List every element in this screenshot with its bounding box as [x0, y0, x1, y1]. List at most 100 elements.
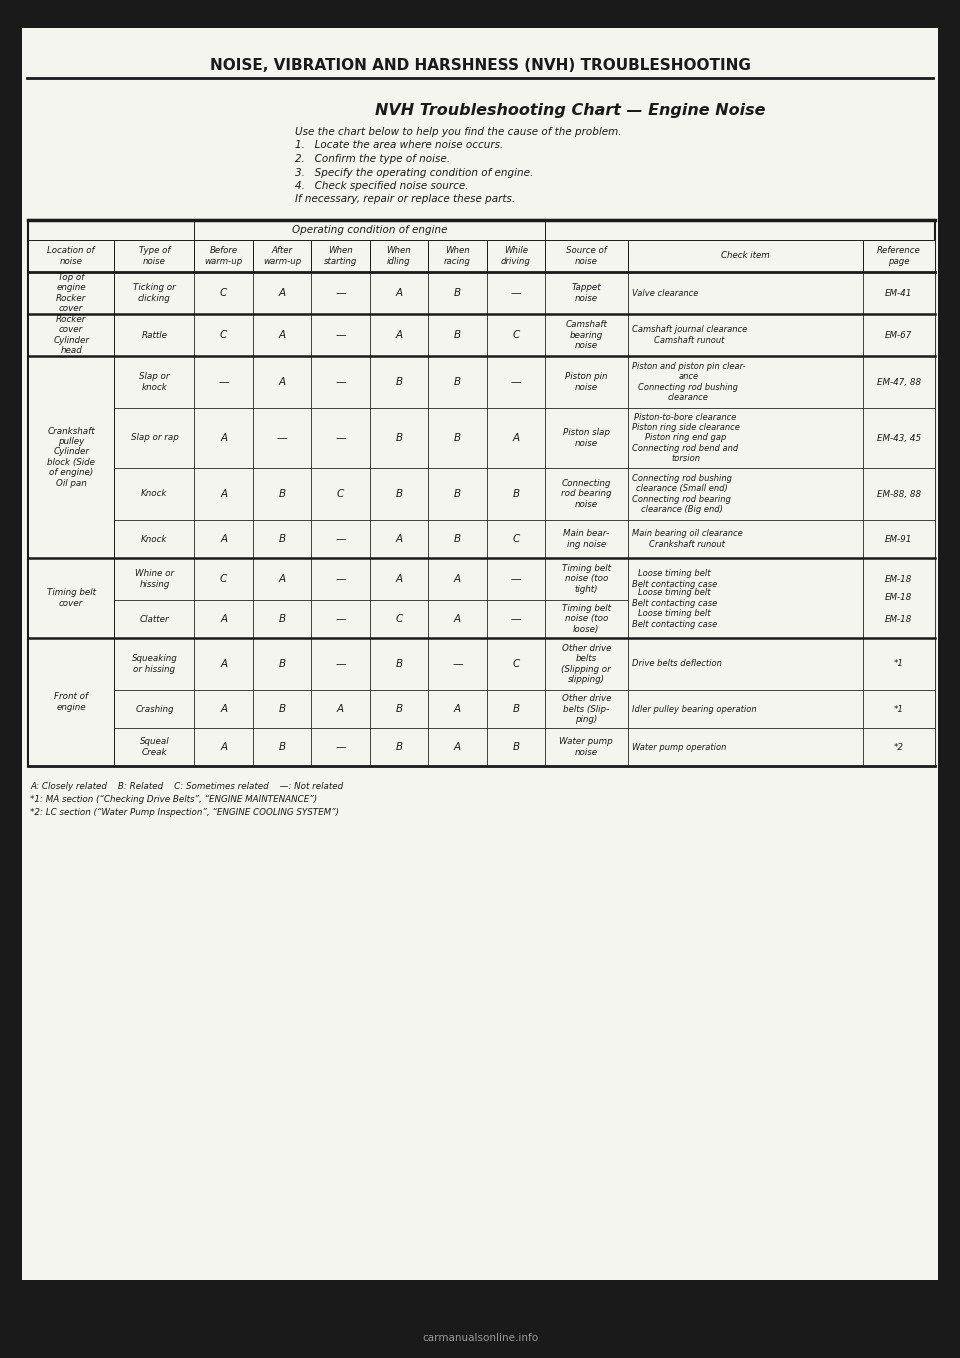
Text: B: B [396, 433, 402, 443]
Bar [428, 600, 487, 638]
Bar [628, 558, 863, 638]
Bar [311, 407, 370, 469]
Bar [863, 314, 935, 356]
Bar [628, 356, 863, 407]
Text: When
idling: When idling [387, 246, 411, 266]
Bar [311, 638, 370, 690]
Text: —: — [511, 288, 521, 297]
Text: B: B [396, 489, 402, 498]
Text: *1: MA section (“Checking Drive Belts”, “ENGINE MAINTENANCE”): *1: MA section (“Checking Drive Belts”, … [30, 794, 317, 804]
Text: Slap or rap: Slap or rap [131, 433, 179, 443]
Text: Type of
noise: Type of noise [138, 246, 170, 266]
Bar [428, 356, 487, 407]
Text: —: — [335, 378, 346, 387]
Text: Main bear-
ing noise: Main bear- ing noise [564, 530, 610, 549]
Text: B: B [278, 703, 286, 714]
Text: Rocker
cover
Cylinder
head: Rocker cover Cylinder head [53, 315, 89, 354]
Bar [28, 407, 114, 469]
Bar [428, 469, 487, 520]
Text: Slap or
knock: Slap or knock [139, 372, 170, 391]
Bar [311, 600, 370, 638]
Bar [114, 407, 195, 469]
Bar [545, 356, 628, 407]
Text: Squeaking
or hissing: Squeaking or hissing [132, 655, 178, 674]
Text: Tappet
noise: Tappet noise [571, 284, 601, 303]
Text: A: A [278, 288, 286, 297]
Text: Front of
engine: Front of engine [54, 693, 88, 712]
Text: Loose timing belt
Belt contacting case: Loose timing belt Belt contacting case [632, 569, 717, 589]
Text: A: A [454, 741, 461, 752]
Bar [114, 469, 195, 520]
Text: Piston-to-bore clearance
Piston ring side clearance
Piston ring end gap
Connecti: Piston-to-bore clearance Piston ring sid… [632, 413, 739, 463]
Bar [487, 638, 545, 690]
Bar [28, 690, 114, 728]
Text: Before
warm-up: Before warm-up [204, 246, 243, 266]
Text: —: — [335, 534, 346, 545]
Bar [428, 314, 487, 356]
Text: B: B [454, 378, 461, 387]
Bar [28, 600, 114, 638]
Text: Loose timing belt
Belt contacting case: Loose timing belt Belt contacting case [632, 588, 717, 607]
Text: A: Closely related    B: Related    C: Sometimes related    —: Not related: A: Closely related B: Related C: Sometim… [30, 782, 343, 790]
Bar [114, 240, 195, 272]
Text: B: B [396, 703, 402, 714]
Bar [28, 638, 114, 766]
Text: A: A [278, 574, 286, 584]
Text: C: C [220, 574, 228, 584]
Bar [545, 314, 628, 356]
Text: Connecting
rod bearing
noise: Connecting rod bearing noise [561, 479, 612, 509]
Text: A: A [278, 378, 286, 387]
Bar [370, 600, 428, 638]
Text: A: A [454, 574, 461, 584]
Text: *1: *1 [894, 705, 903, 713]
Text: NOISE, VIBRATION AND HARSHNESS (NVH) TROUBLESHOOTING: NOISE, VIBRATION AND HARSHNESS (NVH) TRO… [209, 57, 751, 72]
Bar [545, 407, 628, 469]
Bar [114, 638, 195, 690]
Text: EM-6: EM-6 [461, 1302, 499, 1317]
Bar [114, 558, 195, 600]
Bar [628, 728, 863, 766]
Text: —: — [335, 574, 346, 584]
Bar [428, 558, 487, 600]
Text: B: B [278, 659, 286, 669]
Text: Crankshaft
pulley
Cylinder
block (Side
of engine)
Oil pan: Crankshaft pulley Cylinder block (Side o… [47, 426, 95, 488]
Text: B: B [396, 378, 402, 387]
Text: Crashing: Crashing [135, 705, 174, 713]
Text: A: A [220, 433, 228, 443]
Bar [28, 272, 114, 314]
Bar [311, 314, 370, 356]
Text: B: B [278, 489, 286, 498]
Text: Camshaft
bearing
noise: Camshaft bearing noise [565, 320, 608, 350]
Bar [863, 728, 935, 766]
Bar [252, 558, 311, 600]
Text: Piston pin
noise: Piston pin noise [565, 372, 608, 391]
Bar [545, 469, 628, 520]
Bar [487, 600, 545, 638]
Text: Piston and piston pin clear-
ance
Connecting rod bushing
clearance: Piston and piston pin clear- ance Connec… [632, 361, 745, 402]
Bar [195, 558, 252, 600]
Bar [863, 520, 935, 558]
Text: A: A [220, 614, 228, 623]
Bar [628, 558, 863, 600]
Bar [487, 272, 545, 314]
Text: B: B [454, 433, 461, 443]
Text: Timing belt
cover: Timing belt cover [47, 588, 96, 607]
Text: Reference
page: Reference page [876, 246, 921, 266]
Text: B: B [513, 741, 519, 752]
Bar [863, 558, 935, 638]
Bar [28, 638, 114, 690]
Text: C: C [513, 659, 519, 669]
Bar [114, 520, 195, 558]
Text: B: B [278, 741, 286, 752]
Bar [28, 220, 935, 766]
Bar [370, 240, 428, 272]
Bar [370, 728, 428, 766]
Bar [628, 272, 863, 314]
Bar [545, 728, 628, 766]
Text: Camshaft journal clearance
Camshaft runout: Camshaft journal clearance Camshaft runo… [632, 326, 747, 345]
Bar [195, 728, 252, 766]
Bar [28, 558, 114, 600]
Text: Valve clearance: Valve clearance [632, 288, 698, 297]
Bar [863, 407, 935, 469]
Bar [114, 600, 195, 638]
